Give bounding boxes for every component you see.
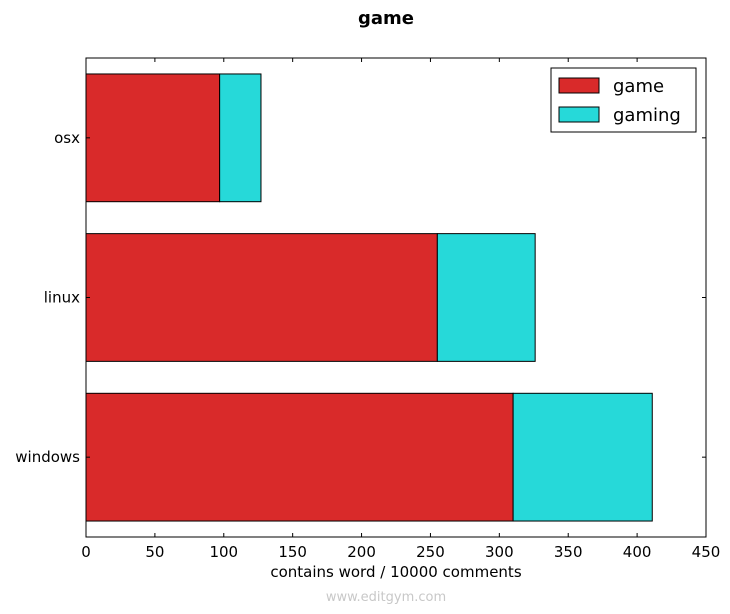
y-tick-label: windows [15, 448, 80, 466]
x-tick-label: 100 [209, 543, 238, 561]
bar-gaming-linux [436, 233, 536, 362]
y-tick-label: osx [54, 129, 80, 147]
bar-gaming-windows [512, 392, 653, 522]
x-tick-label: 250 [416, 543, 445, 561]
legend-label-gaming: gaming [613, 105, 681, 126]
bar-gaming-osx [219, 73, 262, 203]
legend-swatch-gaming [558, 106, 600, 123]
x-tick-label: 50 [145, 543, 164, 561]
x-tick-label: 0 [81, 543, 91, 561]
bar-game-linux [85, 233, 438, 362]
bar-game-osx [85, 73, 221, 203]
legend-label-game: game [613, 76, 664, 97]
legend-swatch-game [558, 77, 600, 94]
y-tick-label: linux [44, 289, 80, 307]
plot-frame [85, 57, 707, 538]
x-tick-label: 150 [278, 543, 307, 561]
chart-title: game [358, 8, 414, 29]
axes-layer: windows linux osx 0 50 100 150 200 250 300 350 400 4… [15, 57, 721, 561]
legend: game gaming [550, 67, 697, 133]
bar-game-windows [85, 392, 514, 522]
bars-layer [85, 73, 653, 522]
x-tick-label: 450 [692, 543, 721, 561]
x-tick-label: 350 [554, 543, 583, 561]
x-tick-label: 300 [485, 543, 514, 561]
watermark: www.editgym.com [326, 590, 446, 605]
x-tick-label: 200 [347, 543, 376, 561]
x-tick-label: 400 [623, 543, 652, 561]
x-axis-label: contains word / 10000 comments [270, 563, 521, 581]
